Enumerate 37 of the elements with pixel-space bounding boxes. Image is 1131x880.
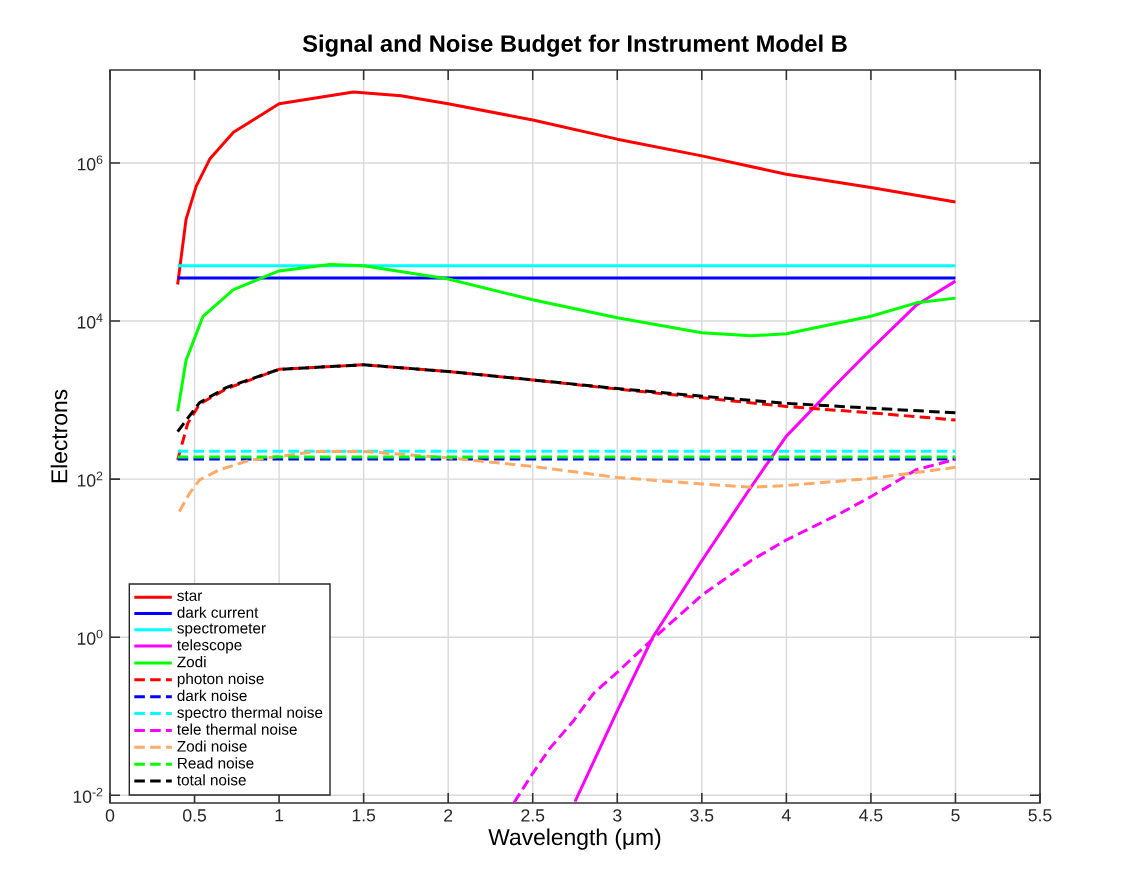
legend-label: star <box>177 590 203 601</box>
line-series <box>176 262 957 413</box>
line-series <box>177 449 957 513</box>
legend-label: total noise <box>177 774 246 786</box>
line-series <box>176 363 957 462</box>
legend-label: Zodi <box>177 656 206 668</box>
x-tick-label: 2.5 <box>521 809 545 822</box>
x-axis-title: Wavelength (μm) <box>488 828 661 850</box>
x-tick-label: 2 <box>444 809 453 822</box>
legend-label: dark current <box>177 606 259 618</box>
y-axis-title: Electrons <box>50 389 68 483</box>
x-tick-label: 3 <box>613 809 622 822</box>
legend-label: photon noise <box>177 672 264 688</box>
legend-label: Read noise <box>178 757 254 769</box>
y-tick-label: 10$^{2}$ <box>77 471 103 487</box>
x-tick-label: 3.5 <box>690 809 714 822</box>
legend-label: dark noise <box>177 689 247 702</box>
x-tick-label: 1 <box>275 809 284 822</box>
x-tick-label: 4.5 <box>859 809 883 822</box>
legend-label: spectrometer <box>177 623 266 637</box>
x-tick-label: 0.5 <box>183 809 207 822</box>
x-tick-label: 5.5 <box>1028 809 1052 822</box>
line-series <box>176 363 957 434</box>
chart-title: Signal and Noise Budget for Instrument Model B <box>302 34 847 57</box>
y-tick-label: 10$^{6}$ <box>77 155 103 171</box>
legend-label: tele thermal noise <box>177 723 297 735</box>
y-tick-label: 10$^{4}$ <box>77 313 103 329</box>
legend-label: Zodi noise <box>177 740 247 752</box>
line-series <box>176 90 957 286</box>
x-tick-label: 0 <box>105 809 115 822</box>
x-tick-label: 1.5 <box>352 809 376 822</box>
x-tick-label: 4 <box>781 809 791 822</box>
x-tick-label: 5 <box>951 809 960 822</box>
y-tick-label: 10$^{0}$ <box>77 629 103 645</box>
legend-label: telescope <box>177 639 242 654</box>
y-tick-label: 10$^{-2}$ <box>73 787 103 803</box>
legend-label: spectro thermal noise <box>177 706 323 721</box>
